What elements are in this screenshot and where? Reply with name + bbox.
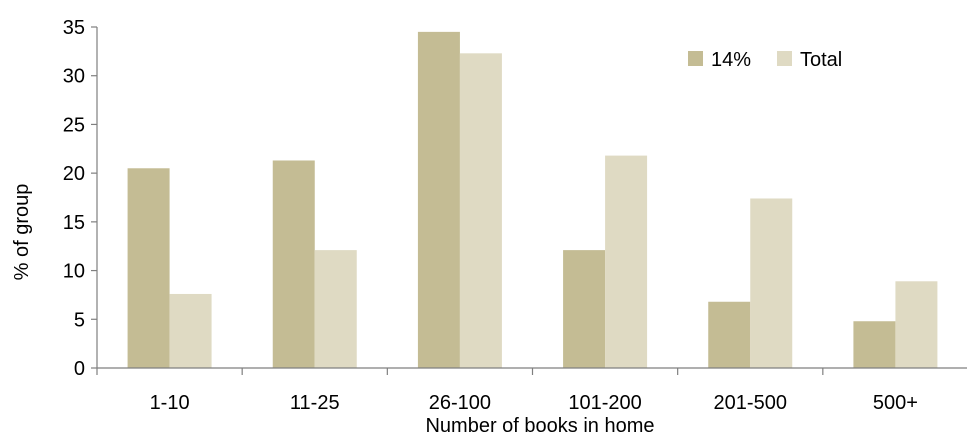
bar-series-2 [750, 198, 793, 368]
bar-series-2 [605, 155, 648, 368]
bar-series-2 [169, 293, 212, 368]
x-tick-label: 1-10 [150, 392, 190, 414]
x-tick-label: 11-25 [290, 392, 340, 414]
legend-label: Total [800, 49, 842, 71]
bar-series-2 [459, 53, 502, 368]
y-axis-title: % of group [11, 184, 33, 281]
x-tick-label: 500+ [873, 392, 918, 414]
axes-layer [96, 27, 967, 369]
y-tick-label: 20 [63, 163, 85, 185]
ticks-layer: 0 5 10 15 20 25 30 35 1-10 11-25 26-100 101-200 201-… [63, 17, 918, 414]
legend-label: 14% [711, 49, 751, 71]
y-tick-label: 0 [74, 358, 85, 380]
legend-swatch [688, 51, 703, 66]
y-tick-label: 10 [63, 261, 85, 283]
y-tick-label: 30 [63, 66, 85, 88]
x-tick-label: 201-500 [714, 392, 787, 414]
bar-series-2 [895, 281, 938, 368]
bar-series-1 [272, 160, 315, 368]
y-tick-label: 25 [63, 114, 85, 136]
bar-series-1 [127, 168, 170, 368]
x-axis-title: Number of books in home [425, 415, 654, 435]
y-tick-label: 15 [63, 212, 85, 234]
bar-series-1 [563, 250, 606, 368]
x-tick-label: 101-200 [568, 392, 641, 414]
bars-layer [127, 31, 938, 368]
bar-series-1 [417, 31, 460, 368]
legend: 14% Total [688, 49, 842, 71]
bar-series-1 [853, 321, 896, 368]
legend-swatch [777, 51, 792, 66]
x-tick-label: 26-100 [429, 392, 491, 414]
bar-series-1 [708, 301, 751, 368]
bar-series-2 [314, 250, 357, 368]
y-tick-label: 5 [74, 309, 85, 331]
y-tick-label: 35 [63, 17, 85, 39]
